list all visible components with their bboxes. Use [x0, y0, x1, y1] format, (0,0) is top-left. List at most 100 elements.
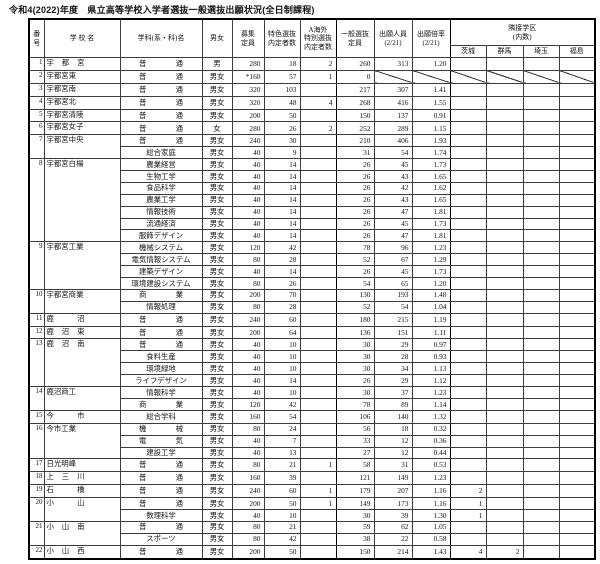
ratio-cell: 1.65	[411, 170, 451, 183]
school-name-cell: 宇都宮商業	[43, 288, 121, 314]
general-capacity-cell: 252	[335, 121, 375, 136]
applicants-cell: 37	[373, 386, 413, 399]
pref-fukushima-cell	[558, 362, 596, 376]
tokushoku-count-cell: 48	[263, 95, 301, 110]
applicants-cell: 140	[373, 409, 413, 424]
pref-ibaraki-cell	[449, 362, 487, 376]
general-capacity-cell: 31	[335, 146, 375, 160]
table-row: 18 上三川 普通 男女 160 39 121 149 1.23	[28, 471, 596, 486]
pref-saitama-cell	[522, 497, 560, 510]
applicants-cell: 313	[373, 57, 413, 71]
tokushoku-count-cell: 30	[263, 134, 301, 148]
general-capacity-cell: 54	[335, 277, 375, 290]
dept-cell: 生物工学	[119, 170, 203, 183]
general-capacity-cell: 78	[335, 397, 375, 411]
gender-cell: 男女	[201, 253, 233, 267]
pref-saitama-cell	[522, 265, 560, 279]
pref-fukushima-cell	[558, 532, 596, 546]
pref-ibaraki-cell	[449, 82, 487, 97]
pref-ibaraki-cell	[449, 158, 487, 172]
pref-fukushima-cell	[558, 57, 596, 71]
pref-fukushima-cell	[558, 508, 596, 522]
ratio-cell: 1.15	[411, 121, 451, 136]
tokushoku-count-cell: 70	[263, 288, 301, 302]
tokushoku-count-cell: 42	[263, 532, 301, 546]
pref-gunma-cell	[485, 458, 524, 473]
general-capacity-cell: 180	[335, 312, 375, 327]
gender-cell: 男女	[201, 374, 233, 388]
tokushoku-count-cell: 14	[263, 374, 301, 388]
tokushoku-count-cell: 103	[263, 82, 301, 97]
ratio-cell: 1.29	[411, 253, 451, 267]
school-number-cell: 14	[28, 386, 45, 411]
general-capacity-cell: 52	[335, 253, 375, 267]
dept-cell: 電気情報システム	[119, 253, 203, 267]
ratio-cell: 1.14	[411, 397, 451, 411]
pref-gunma-cell	[485, 277, 524, 290]
pref-saitama-cell	[522, 422, 560, 436]
pref-fukushima-cell	[558, 134, 596, 148]
pref-fukushima-cell	[558, 338, 596, 352]
school-number-cell: 10	[28, 288, 45, 314]
gender-cell: 男女	[201, 497, 233, 510]
ratio-cell: 1.11	[411, 325, 451, 340]
ratio-cell: 1.05	[411, 520, 451, 534]
table-row: 9 宇都宮工業 機械システム 男女 120 42 78 96 1.23	[28, 241, 596, 290]
gender-cell: 男女	[201, 265, 233, 279]
pref-ibaraki-cell	[449, 409, 487, 424]
overseas-count-cell	[299, 434, 337, 448]
capacity-cell: 280	[231, 57, 265, 71]
overseas-count-cell: 2	[299, 57, 337, 71]
school-number-cell: 11	[28, 312, 45, 327]
pref-ibaraki-cell	[449, 241, 487, 255]
overseas-count-cell	[299, 374, 337, 388]
pref-ibaraki-cell	[449, 95, 487, 110]
school-number-cell: 21	[28, 520, 45, 546]
table-row: ライフデザイン 男女 40 14 26 29 1.12	[29, 374, 596, 388]
pref-gunma-cell	[485, 170, 524, 183]
dept-cell: 機械システム	[119, 241, 203, 255]
overseas-count-cell	[299, 265, 337, 279]
col-header-overseas: A海外 特別選抜 内定者数	[299, 18, 337, 58]
tokushoku-count-cell: 60	[263, 312, 301, 327]
ratio-cell: 1.41	[411, 82, 451, 97]
pref-gunma-cell	[485, 520, 524, 534]
school-name-cell: 鹿沼南	[43, 338, 121, 388]
pref-fukushima-cell	[558, 265, 596, 279]
table-row: 6 宇都宮女子 普通女 280 26 2 252 289 1.15	[28, 121, 596, 136]
tokushoku-count-cell: 10	[263, 386, 301, 399]
applicants-cell: 54	[373, 146, 413, 160]
pref-ibaraki-cell	[449, 350, 487, 364]
pref-gunma-cell	[485, 532, 524, 546]
table-row: 10 宇都宮商業 商業 男女 200 70 130 193 1.48	[28, 288, 596, 314]
pref-ibaraki-cell	[449, 471, 487, 486]
gender-cell: 男女	[201, 458, 233, 473]
gender-cell: 男女	[201, 170, 233, 183]
applicants-cell: 12	[373, 446, 413, 460]
overseas-count-cell: 1	[299, 458, 337, 473]
school-name-cell: 宇都宮中央	[43, 134, 121, 160]
tokushoku-count-cell: 14	[263, 265, 301, 279]
general-capacity-cell: 260	[335, 57, 375, 71]
pref-fukushima-cell	[558, 170, 596, 183]
pref-fukushima-cell	[558, 158, 596, 172]
applicants-cell: 47	[373, 229, 413, 243]
tokushoku-count-cell: 14	[263, 170, 301, 183]
dept-cell: 普通	[119, 69, 203, 84]
dept-cell: 普通	[119, 497, 203, 510]
overseas-count-cell	[299, 181, 337, 195]
col-header-ratio: 出願倍率 (2/21)	[411, 18, 451, 58]
table-row: 15 今市 総合学科 男女 160 54 106 140 1.32	[28, 409, 596, 424]
school-number-cell: 2	[28, 69, 45, 84]
capacity-cell: 40	[231, 350, 265, 364]
pref-saitama-cell	[522, 241, 560, 255]
applicants-cell: 307	[373, 82, 413, 97]
pref-gunma-cell	[485, 253, 524, 267]
tokushoku-count-cell: 7	[263, 434, 301, 448]
pref-gunma-cell	[485, 446, 524, 460]
applicants-cell: 151	[373, 325, 413, 340]
pref-fukushima-cell	[558, 374, 596, 388]
pref-saitama-cell	[522, 95, 560, 110]
general-capacity-cell: 217	[335, 82, 375, 97]
dept-cell: 普通	[119, 520, 203, 534]
